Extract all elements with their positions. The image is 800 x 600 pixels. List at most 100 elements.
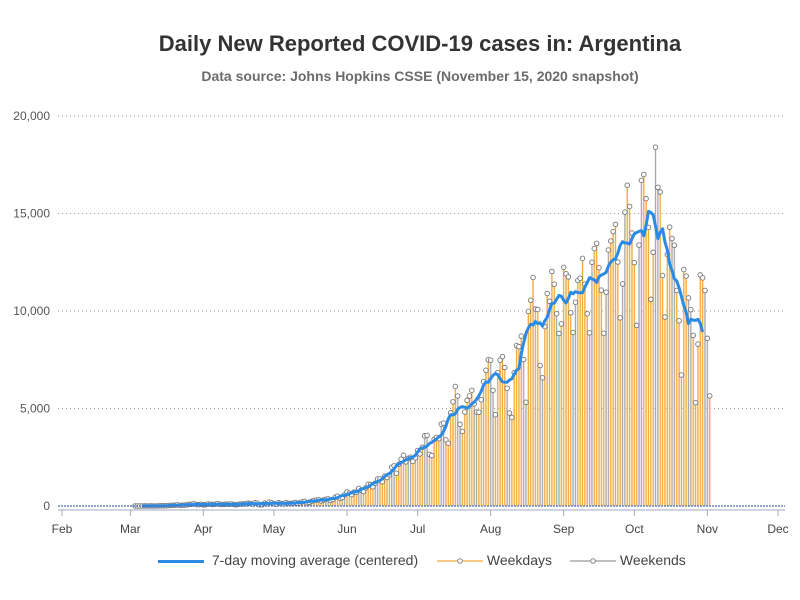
weekday-point bbox=[579, 255, 586, 262]
weekday-point bbox=[596, 264, 602, 271]
weekend-point bbox=[454, 393, 461, 399]
weekend-point bbox=[655, 184, 661, 191]
x-tick-label: Aug bbox=[480, 522, 501, 536]
x-tick-label: Mar bbox=[120, 522, 141, 536]
weekday-point bbox=[695, 341, 701, 347]
weekday-point bbox=[692, 399, 699, 406]
weekend-point bbox=[622, 209, 628, 215]
weekend-point bbox=[487, 357, 494, 363]
y-tick-label: 5,000 bbox=[20, 402, 50, 416]
weekday-point bbox=[681, 266, 687, 273]
weekday-point bbox=[699, 275, 706, 281]
y-tick-label: 0 bbox=[43, 499, 50, 513]
weekday-point bbox=[516, 343, 522, 350]
x-tick-label: Jun bbox=[337, 522, 356, 536]
weekday-point bbox=[462, 409, 468, 415]
weekend-point bbox=[589, 259, 595, 266]
weekday-point bbox=[593, 240, 600, 247]
weekend-point bbox=[424, 432, 430, 439]
weekday-point bbox=[608, 238, 614, 244]
weekday-point bbox=[577, 275, 583, 281]
weekend-point bbox=[671, 242, 678, 249]
weekday-point bbox=[633, 322, 640, 329]
weekday-point bbox=[535, 306, 541, 313]
weekend-point bbox=[704, 335, 711, 342]
weekday-point bbox=[659, 272, 666, 279]
chart-subtitle: Data source: Johns Hopkins CSSE (Novembe… bbox=[201, 68, 639, 84]
weekday-point bbox=[612, 221, 619, 228]
weekday-point bbox=[560, 264, 567, 271]
x-tick-label: Dec bbox=[767, 522, 788, 536]
weekday-point bbox=[584, 310, 590, 317]
weekday-point bbox=[469, 387, 475, 394]
x-axis: Feb Mar Apr May Jun Jul Aug Sep Oct Nov Dec bbox=[52, 505, 789, 536]
x-tick-label: Sep bbox=[553, 522, 575, 536]
weekday-point bbox=[690, 332, 696, 339]
weekend-point bbox=[652, 144, 659, 150]
weekday-point bbox=[544, 290, 550, 297]
weekday-point bbox=[429, 452, 435, 459]
weekday-point bbox=[565, 274, 572, 280]
weekday-point bbox=[492, 411, 499, 418]
weekday-point bbox=[657, 189, 663, 195]
weekday-point bbox=[393, 470, 400, 476]
legend-item-weekdays: Weekdays bbox=[437, 552, 552, 568]
weekday-point bbox=[666, 224, 673, 230]
weekday-point bbox=[676, 318, 682, 324]
weekday-point bbox=[626, 203, 633, 210]
weekend-point bbox=[603, 289, 609, 296]
weekday-point bbox=[678, 372, 685, 378]
weekday-point bbox=[518, 333, 525, 339]
weekend-point bbox=[539, 374, 546, 381]
legend-label-weekends: Weekends bbox=[619, 552, 686, 568]
y-axis-ticks: 0 5,000 10,000 15,000 20,000 bbox=[13, 109, 50, 513]
legend-line-icon bbox=[158, 559, 204, 563]
x-tick-label: Jul bbox=[410, 522, 425, 536]
legend-item-weekends: Weekends bbox=[570, 552, 686, 568]
weekday-point bbox=[530, 274, 536, 281]
weekend-point bbox=[586, 330, 593, 336]
weekday-point bbox=[650, 249, 656, 256]
weekend-point bbox=[506, 410, 513, 416]
y-tick-label: 20,000 bbox=[13, 109, 50, 123]
weekday-point bbox=[591, 245, 598, 252]
moving-average-series bbox=[142, 209, 705, 508]
weekday-point bbox=[502, 364, 508, 371]
weekend-point bbox=[669, 235, 675, 242]
weekday-point bbox=[598, 287, 605, 293]
weekday-point bbox=[617, 315, 623, 321]
weekend-point bbox=[572, 299, 579, 305]
legend-weekend-marker-icon bbox=[570, 558, 616, 565]
weekday-point bbox=[400, 452, 407, 459]
weekday-point bbox=[567, 310, 574, 316]
x-tick-label: Nov bbox=[697, 522, 718, 536]
weekday-point bbox=[445, 440, 452, 446]
weekday-point bbox=[662, 314, 668, 320]
weekend-point bbox=[636, 242, 642, 248]
weekend-point bbox=[688, 306, 694, 313]
daily-bars bbox=[134, 147, 711, 507]
chart-title: Daily New Reported COVID-19 cases in: Ar… bbox=[158, 31, 682, 56]
x-tick-label: Feb bbox=[52, 522, 73, 536]
weekday-point bbox=[648, 296, 654, 303]
weekday-point bbox=[610, 228, 616, 235]
weekday-point bbox=[464, 397, 470, 404]
y-tick-label: 15,000 bbox=[13, 207, 50, 221]
weekend-point bbox=[553, 310, 560, 317]
weekday-point bbox=[509, 414, 515, 421]
moving-average-line bbox=[142, 209, 705, 508]
weekday-point bbox=[450, 399, 456, 405]
legend-weekday-marker-icon bbox=[437, 558, 483, 565]
weekend-point bbox=[490, 387, 496, 394]
weekend-point bbox=[504, 385, 510, 391]
weekend-point bbox=[570, 329, 576, 336]
legend-label-moving-average: 7-day moving average (centered) bbox=[211, 552, 419, 568]
weekday-point bbox=[551, 281, 558, 288]
weekend-point bbox=[556, 330, 562, 337]
weekday-point bbox=[615, 259, 621, 265]
weekday-point bbox=[483, 367, 489, 374]
weekend-point bbox=[457, 421, 463, 428]
weekday-point bbox=[706, 393, 713, 399]
legend-item-moving-average: 7-day moving average (centered) bbox=[158, 552, 418, 568]
